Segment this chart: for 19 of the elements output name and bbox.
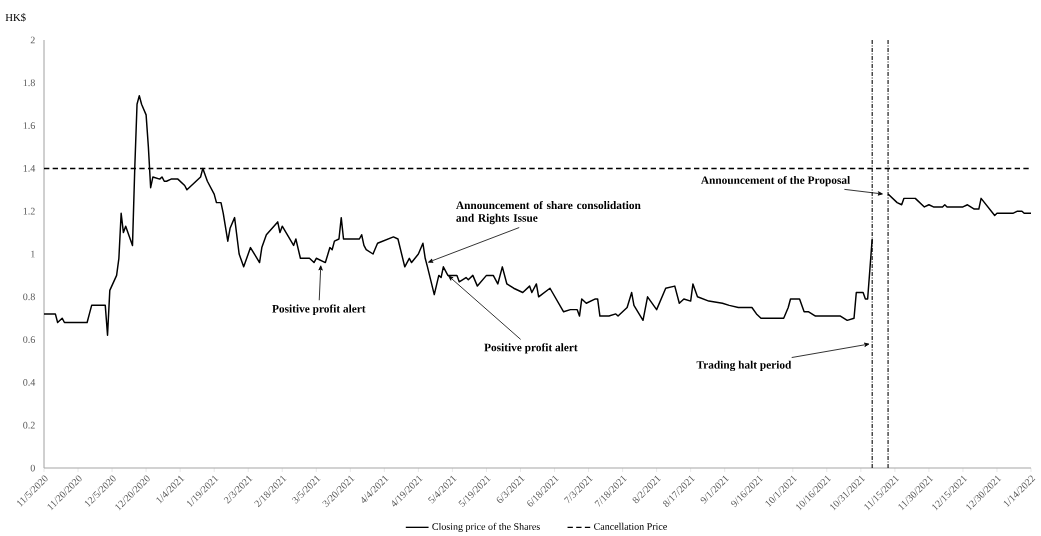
y-tick-label: 1.8 xyxy=(23,79,35,87)
annotation: Positive profit alert xyxy=(484,343,578,354)
y-tick-label: 0.8 xyxy=(23,293,35,301)
y-tick-label: 2 xyxy=(30,36,35,44)
y-tick-label: 0.2 xyxy=(23,421,35,429)
y-tick-label: 1.4 xyxy=(23,165,36,172)
y-tick-label: 1 xyxy=(31,250,35,258)
y-tick-label: 0.4 xyxy=(23,379,36,386)
annotation: Announcement of the Proposal xyxy=(700,175,850,187)
y-tick-label: 1.6 xyxy=(23,122,35,129)
annotation: Positive profit alert xyxy=(272,304,366,315)
y-axis-title: HK$ xyxy=(5,13,26,22)
annotation: Trading halt period xyxy=(696,360,792,372)
y-tick-label: 0 xyxy=(30,464,35,472)
legend-label: Cancellation Price xyxy=(594,522,667,530)
legend-label: Closing price of the Shares xyxy=(432,522,540,533)
annotation: Announcement of share consolidation and Rights Issue xyxy=(456,200,641,225)
y-tick-label: 1.2 xyxy=(23,207,35,215)
y-tick-label: 0.6 xyxy=(23,336,35,343)
